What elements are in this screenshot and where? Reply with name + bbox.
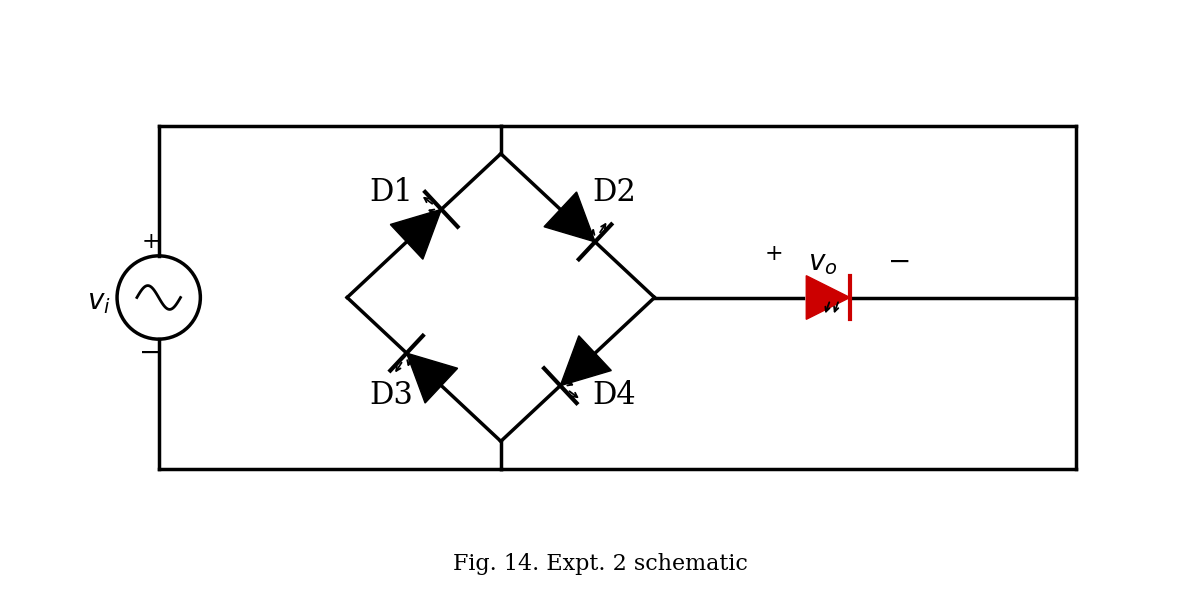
- Text: $\mathit{v_o}$: $\mathit{v_o}$: [809, 249, 838, 277]
- Text: D2: D2: [593, 177, 636, 208]
- Text: Fig. 14. Expt. 2 schematic: Fig. 14. Expt. 2 schematic: [452, 553, 748, 575]
- Polygon shape: [806, 275, 850, 320]
- Polygon shape: [560, 336, 611, 386]
- Text: −: −: [139, 340, 162, 367]
- Polygon shape: [407, 353, 457, 403]
- Polygon shape: [544, 192, 595, 242]
- Text: +: +: [764, 243, 782, 265]
- Text: D3: D3: [370, 380, 413, 411]
- Polygon shape: [390, 209, 442, 259]
- Text: D1: D1: [370, 177, 413, 208]
- Text: D4: D4: [593, 380, 636, 411]
- Text: $v_i$: $v_i$: [88, 289, 112, 316]
- Text: +: +: [142, 231, 160, 253]
- Text: −: −: [888, 249, 911, 275]
